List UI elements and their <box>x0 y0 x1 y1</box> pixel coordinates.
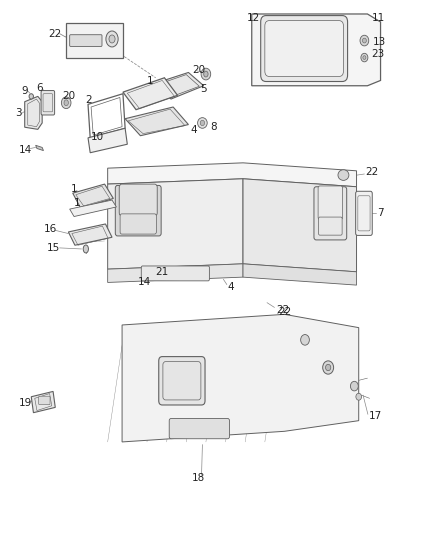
Ellipse shape <box>323 361 334 374</box>
Polygon shape <box>35 146 43 151</box>
FancyBboxPatch shape <box>265 21 343 76</box>
Polygon shape <box>108 163 357 187</box>
Ellipse shape <box>360 35 369 46</box>
FancyBboxPatch shape <box>141 266 209 281</box>
Ellipse shape <box>338 169 349 180</box>
Ellipse shape <box>109 35 115 43</box>
Text: 12: 12 <box>247 13 260 23</box>
Ellipse shape <box>350 381 358 391</box>
Ellipse shape <box>300 335 309 345</box>
FancyBboxPatch shape <box>169 418 230 439</box>
Text: 22: 22 <box>278 306 291 317</box>
Text: 13: 13 <box>373 37 386 47</box>
Text: 18: 18 <box>191 473 205 482</box>
FancyBboxPatch shape <box>70 35 102 46</box>
Text: 14: 14 <box>19 144 32 155</box>
Text: 22: 22 <box>49 29 62 39</box>
Ellipse shape <box>200 120 205 126</box>
FancyBboxPatch shape <box>120 214 156 234</box>
FancyBboxPatch shape <box>318 217 342 235</box>
Text: 1: 1 <box>147 77 154 86</box>
Text: 4: 4 <box>228 282 234 292</box>
FancyBboxPatch shape <box>115 185 161 236</box>
Polygon shape <box>243 179 357 272</box>
Ellipse shape <box>325 365 331 370</box>
Text: 22: 22 <box>276 305 289 315</box>
Polygon shape <box>73 184 113 208</box>
Text: 20: 20 <box>62 91 75 101</box>
Text: 6: 6 <box>36 83 43 93</box>
FancyBboxPatch shape <box>41 91 55 115</box>
Text: 16: 16 <box>43 224 57 235</box>
Bar <box>66 23 123 58</box>
Ellipse shape <box>106 31 118 47</box>
Text: 14: 14 <box>138 278 151 287</box>
Polygon shape <box>88 128 127 153</box>
Text: 21: 21 <box>155 267 169 277</box>
Text: 4: 4 <box>190 125 197 135</box>
Text: 20: 20 <box>192 65 205 75</box>
Text: 3: 3 <box>15 108 22 118</box>
Text: 5: 5 <box>201 84 207 94</box>
Polygon shape <box>25 96 42 130</box>
Text: 9: 9 <box>21 86 28 96</box>
Ellipse shape <box>363 56 366 60</box>
Ellipse shape <box>361 53 368 62</box>
Polygon shape <box>125 107 188 136</box>
Text: 10: 10 <box>91 132 104 142</box>
FancyBboxPatch shape <box>356 191 372 236</box>
Polygon shape <box>155 72 204 99</box>
Polygon shape <box>70 200 117 216</box>
Polygon shape <box>68 224 112 245</box>
Text: 15: 15 <box>46 243 60 253</box>
Text: 17: 17 <box>369 411 382 422</box>
Polygon shape <box>243 264 357 285</box>
FancyBboxPatch shape <box>318 186 343 220</box>
Polygon shape <box>108 179 243 269</box>
FancyBboxPatch shape <box>39 396 50 405</box>
Ellipse shape <box>29 94 33 99</box>
Ellipse shape <box>356 393 361 400</box>
FancyBboxPatch shape <box>159 357 205 405</box>
FancyBboxPatch shape <box>314 187 347 240</box>
Ellipse shape <box>201 68 211 80</box>
Text: 1: 1 <box>71 184 77 195</box>
Text: 8: 8 <box>211 122 217 132</box>
Ellipse shape <box>362 38 366 43</box>
Polygon shape <box>31 391 55 413</box>
Polygon shape <box>252 14 381 86</box>
Text: 2: 2 <box>85 95 92 105</box>
Polygon shape <box>123 78 177 110</box>
Polygon shape <box>122 314 359 442</box>
Ellipse shape <box>83 245 88 253</box>
Text: 22: 22 <box>365 167 378 177</box>
Ellipse shape <box>198 118 207 128</box>
FancyBboxPatch shape <box>119 184 157 216</box>
Text: 7: 7 <box>377 208 384 219</box>
Ellipse shape <box>64 100 68 106</box>
Text: 19: 19 <box>19 398 32 408</box>
Text: 1: 1 <box>74 198 81 208</box>
Text: 11: 11 <box>371 13 385 23</box>
Ellipse shape <box>61 97 71 109</box>
FancyBboxPatch shape <box>261 15 348 82</box>
Text: 23: 23 <box>371 49 385 59</box>
Polygon shape <box>108 264 243 282</box>
Ellipse shape <box>204 71 208 77</box>
